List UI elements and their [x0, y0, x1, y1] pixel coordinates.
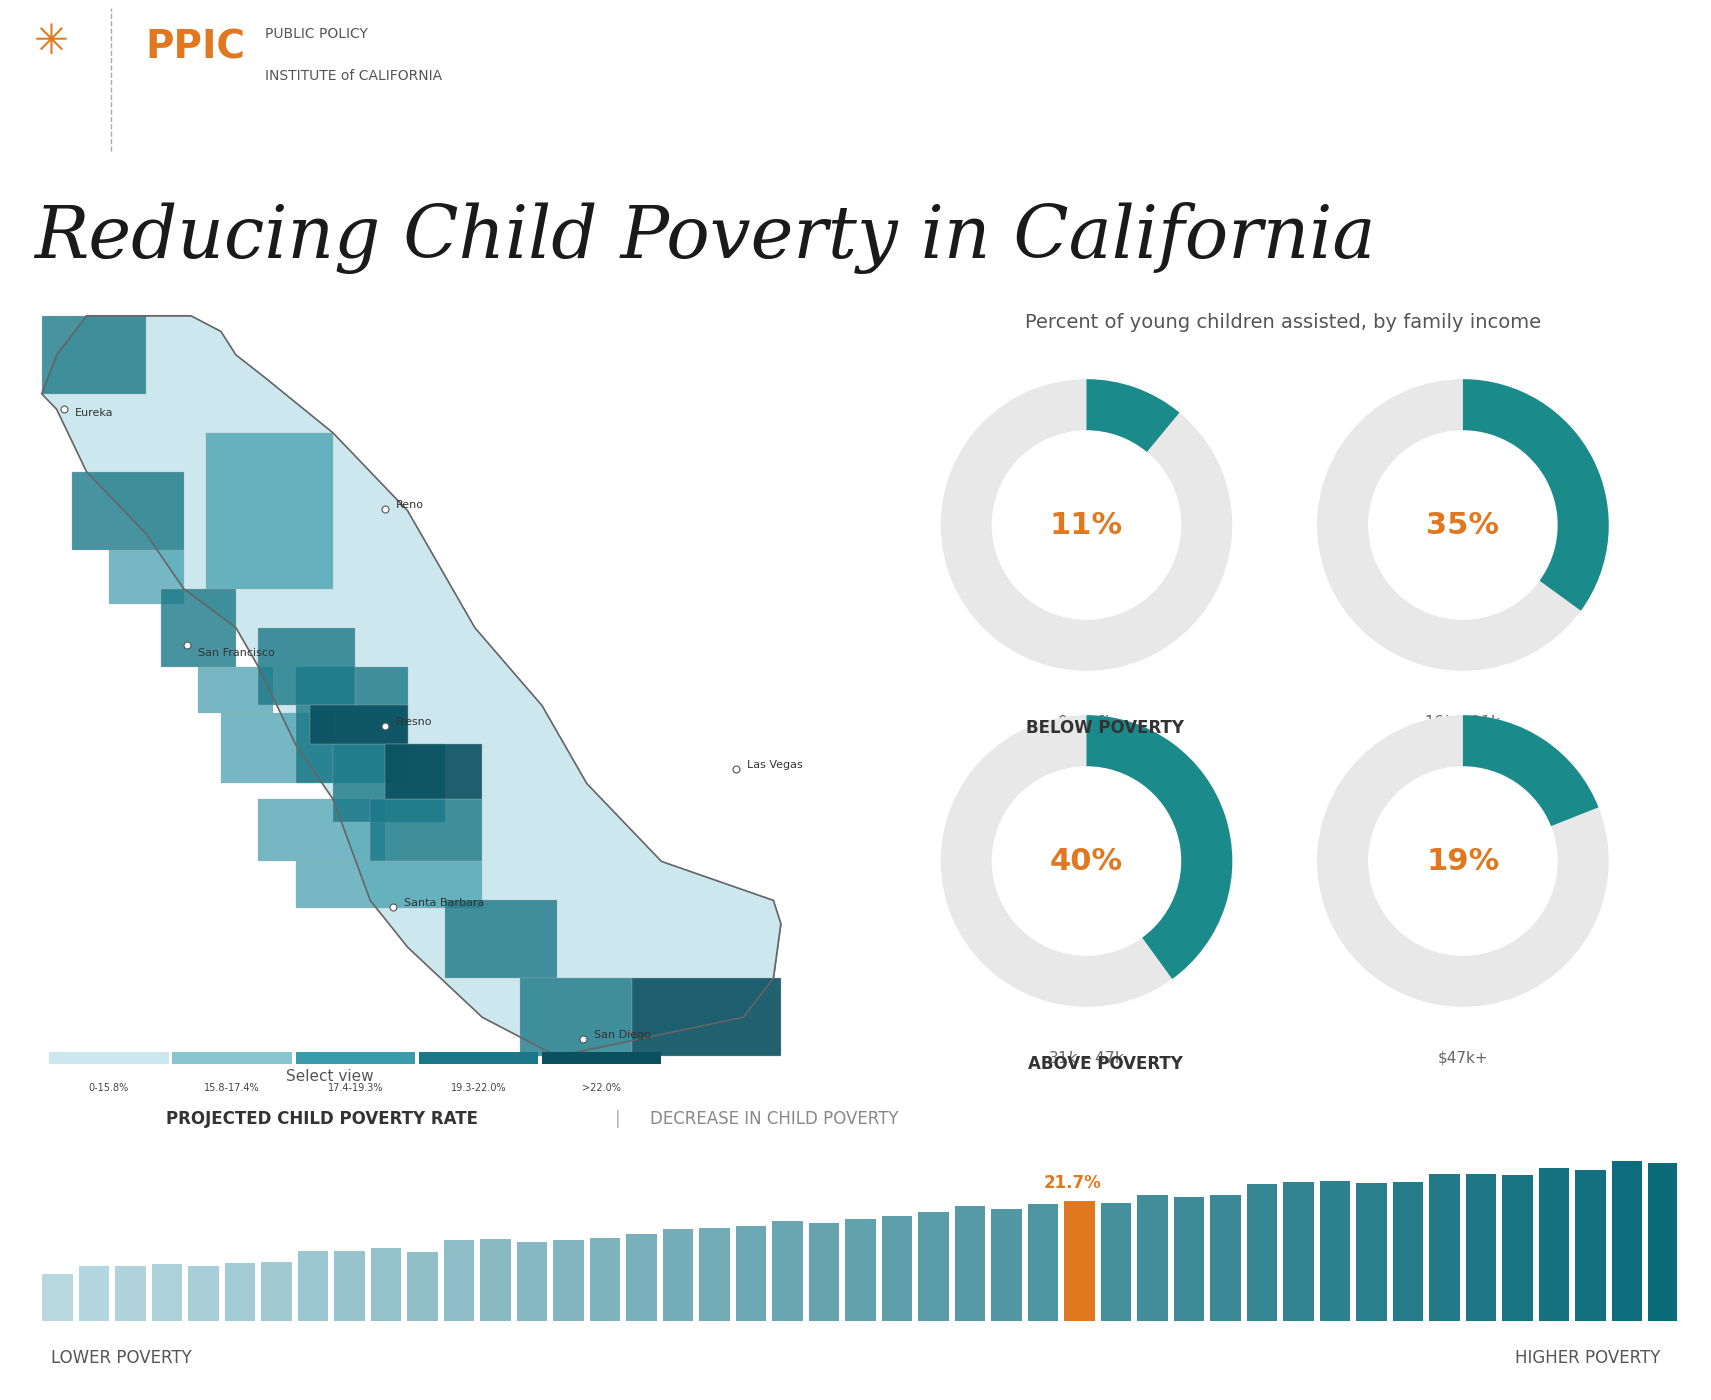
- Bar: [152, 1264, 183, 1322]
- Bar: [1357, 1183, 1388, 1322]
- Bar: [517, 1242, 548, 1322]
- Text: $47k+: $47k+: [1437, 1050, 1489, 1065]
- Bar: [590, 1238, 621, 1322]
- Text: 15.8-17.4%: 15.8-17.4%: [204, 1084, 260, 1093]
- Text: |: |: [614, 1110, 619, 1127]
- Bar: [553, 1240, 583, 1322]
- Text: San Francisco: San Francisco: [198, 648, 275, 658]
- Wedge shape: [1463, 715, 1598, 826]
- Bar: [919, 1212, 950, 1322]
- Bar: [1502, 1175, 1533, 1322]
- Text: Las Vegas: Las Vegas: [748, 760, 802, 770]
- Bar: [1538, 1169, 1569, 1322]
- Text: Percent of young children assisted, by family income: Percent of young children assisted, by f…: [1025, 312, 1542, 332]
- Bar: [542, 1053, 662, 1072]
- Text: Select view: Select view: [286, 1070, 373, 1084]
- Text: PPIC: PPIC: [145, 28, 245, 66]
- Bar: [298, 1252, 329, 1322]
- Bar: [955, 1207, 986, 1322]
- Text: BELOW POVERTY: BELOW POVERTY: [1027, 720, 1184, 736]
- Bar: [1174, 1197, 1205, 1322]
- Text: Santa Barbara: Santa Barbara: [404, 897, 484, 907]
- Bar: [881, 1215, 912, 1322]
- Bar: [1247, 1184, 1278, 1322]
- Bar: [407, 1252, 438, 1322]
- Bar: [1466, 1175, 1497, 1322]
- Text: Eureka: Eureka: [75, 409, 115, 419]
- Text: ✳: ✳: [34, 21, 68, 63]
- Text: 19.3-22.0%: 19.3-22.0%: [450, 1084, 506, 1093]
- Bar: [188, 1266, 219, 1322]
- Bar: [736, 1226, 767, 1322]
- Text: LOWER POVERTY: LOWER POVERTY: [51, 1350, 192, 1366]
- Bar: [173, 1053, 293, 1072]
- Bar: [371, 1247, 402, 1322]
- Bar: [224, 1263, 255, 1322]
- Wedge shape: [1317, 379, 1608, 671]
- Wedge shape: [1317, 715, 1608, 1007]
- Text: 11%: 11%: [1051, 511, 1122, 539]
- Bar: [1576, 1170, 1607, 1322]
- Text: $0-$16k: $0-$16k: [1057, 714, 1116, 729]
- Bar: [1393, 1183, 1424, 1322]
- Bar: [626, 1233, 657, 1322]
- Bar: [845, 1219, 876, 1322]
- Bar: [1319, 1180, 1350, 1322]
- Bar: [334, 1252, 364, 1322]
- Bar: [1648, 1163, 1678, 1322]
- Wedge shape: [1086, 715, 1232, 979]
- Text: $31k-$47k: $31k-$47k: [1047, 1050, 1126, 1065]
- Text: Fresno: Fresno: [397, 717, 433, 727]
- Text: >22.0%: >22.0%: [582, 1084, 621, 1093]
- Text: INSTITUTE of CALIFORNIA: INSTITUTE of CALIFORNIA: [265, 69, 443, 83]
- Text: DECREASE IN CHILD POVERTY: DECREASE IN CHILD POVERTY: [650, 1110, 898, 1127]
- Bar: [809, 1222, 840, 1322]
- Bar: [1283, 1182, 1314, 1322]
- Bar: [772, 1221, 802, 1322]
- Bar: [443, 1240, 474, 1322]
- Wedge shape: [941, 379, 1232, 671]
- Text: 17.4-19.3%: 17.4-19.3%: [327, 1084, 383, 1093]
- Text: $16k-$31k: $16k-$31k: [1424, 714, 1502, 729]
- Text: 0-15.8%: 0-15.8%: [89, 1084, 128, 1093]
- Text: ABOVE POVERTY: ABOVE POVERTY: [1028, 1056, 1182, 1072]
- Bar: [1100, 1204, 1131, 1322]
- Text: 35%: 35%: [1427, 511, 1499, 539]
- Wedge shape: [1086, 379, 1179, 452]
- Bar: [1612, 1161, 1643, 1322]
- Bar: [662, 1229, 693, 1322]
- Wedge shape: [1463, 379, 1608, 610]
- Text: PUBLIC POLICY: PUBLIC POLICY: [265, 27, 368, 41]
- Bar: [1064, 1201, 1095, 1322]
- Text: PROJECTED CHILD POVERTY RATE: PROJECTED CHILD POVERTY RATE: [166, 1110, 477, 1127]
- Bar: [115, 1266, 145, 1322]
- Text: Reno: Reno: [397, 500, 424, 510]
- Text: 40%: 40%: [1051, 847, 1122, 875]
- Bar: [79, 1266, 110, 1322]
- Bar: [43, 1274, 74, 1322]
- Wedge shape: [941, 715, 1232, 1007]
- Bar: [419, 1053, 539, 1072]
- Bar: [991, 1210, 1021, 1322]
- Bar: [262, 1261, 293, 1322]
- Text: San Diego: San Diego: [594, 1030, 652, 1040]
- Bar: [50, 1053, 169, 1072]
- Bar: [1138, 1196, 1169, 1322]
- Text: 21.7%: 21.7%: [1044, 1173, 1102, 1191]
- Text: HIGHER POVERTY: HIGHER POVERTY: [1514, 1350, 1660, 1366]
- Bar: [296, 1053, 416, 1072]
- Bar: [1028, 1204, 1059, 1322]
- Text: Reducing Child Poverty in California: Reducing Child Poverty in California: [34, 202, 1376, 274]
- Bar: [700, 1228, 731, 1322]
- Bar: [1210, 1196, 1240, 1322]
- Bar: [481, 1239, 512, 1322]
- Text: 19%: 19%: [1427, 847, 1499, 875]
- Bar: [1429, 1175, 1459, 1322]
